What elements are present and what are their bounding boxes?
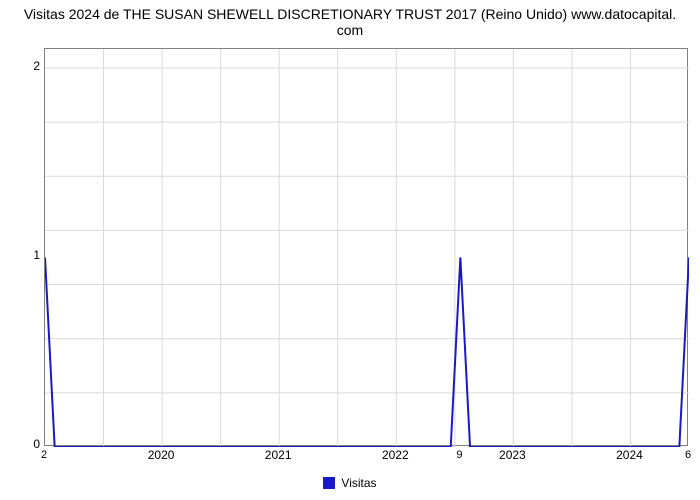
value-label: 6 — [685, 449, 691, 461]
chart-container: Visitas 2024 de THE SUSAN SHEWELL DISCRE… — [0, 0, 700, 500]
plot-area — [44, 48, 688, 446]
x-tick: 2023 — [499, 448, 526, 462]
gridlines — [45, 49, 689, 447]
value-label: 2 — [41, 449, 47, 461]
plot-svg — [45, 49, 689, 447]
x-tick: 2020 — [148, 448, 175, 462]
y-tick-0: 0 — [10, 437, 40, 451]
y-tick-1: 1 — [10, 248, 40, 262]
x-tick: 2022 — [382, 448, 409, 462]
value-label: 9 — [456, 449, 462, 461]
y-tick-2: 2 — [10, 59, 40, 73]
line-series — [45, 257, 689, 447]
legend-label: Visitas — [341, 476, 376, 490]
chart-title: Visitas 2024 de THE SUSAN SHEWELL DISCRE… — [0, 6, 700, 38]
legend: Visitas — [0, 476, 700, 490]
x-tick: 2021 — [265, 448, 292, 462]
x-tick: 2024 — [616, 448, 643, 462]
legend-swatch — [323, 477, 335, 489]
